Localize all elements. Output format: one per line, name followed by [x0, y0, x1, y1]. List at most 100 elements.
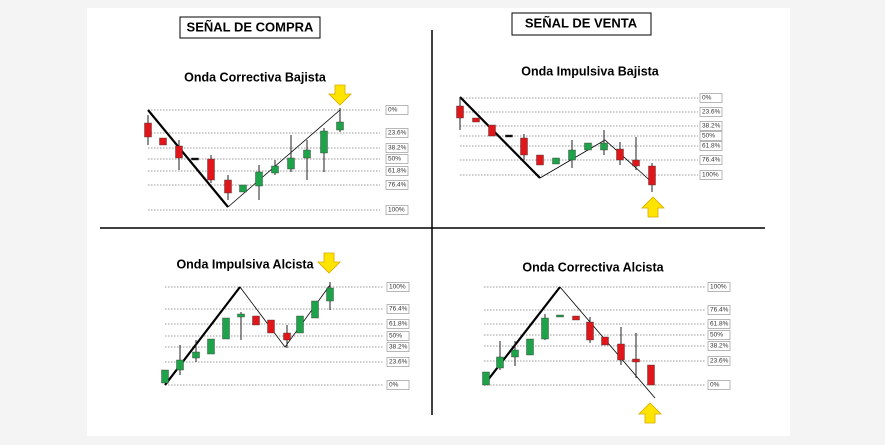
- fib-label-box: [385, 205, 409, 215]
- candle-body: [536, 154, 544, 166]
- fib-label-box: [385, 128, 409, 138]
- fib-label: 23.6%: [702, 109, 721, 116]
- candle-body: [511, 349, 519, 358]
- fib-label: 0%: [389, 382, 399, 389]
- candle-body: [159, 137, 167, 146]
- candle-body: [311, 300, 319, 319]
- candle-body: [161, 369, 169, 384]
- candle-body: [488, 124, 496, 137]
- candle-body: [617, 343, 625, 361]
- fib-label-box: [707, 282, 731, 292]
- candle-body: [456, 105, 464, 119]
- fib-label-box: [707, 319, 731, 329]
- candle-body: [572, 315, 580, 321]
- signal-arrow: [317, 252, 341, 274]
- signal-arrow: [328, 84, 352, 106]
- candle-body: [568, 149, 576, 161]
- fib-label-box: [699, 170, 723, 180]
- fib-label-box: [386, 331, 410, 341]
- candle-body: [287, 157, 295, 170]
- fib-label-box: [699, 93, 723, 103]
- fib-label: 61.8%: [389, 321, 408, 328]
- candle-body: [556, 314, 564, 318]
- fib-label: 100%: [702, 172, 719, 179]
- candle-body: [271, 165, 279, 174]
- fib-label-box: [699, 141, 723, 151]
- fib-label: 76.4%: [388, 182, 407, 189]
- fib-label-box: [386, 304, 410, 314]
- candle-body: [176, 359, 184, 371]
- candle-body: [207, 338, 215, 355]
- header-box: [179, 16, 321, 39]
- panel-title: Onda Impulsiva Alcista: [176, 257, 314, 271]
- fib-label-box: [699, 155, 723, 165]
- fib-label: 61.8%: [388, 168, 407, 175]
- candle-body: [541, 317, 549, 340]
- candle-body: [252, 315, 260, 326]
- candle-body: [584, 142, 592, 151]
- candle-body: [632, 358, 640, 363]
- wave-main: [147, 109, 229, 208]
- candle-body: [255, 171, 263, 187]
- fib-label: 50%: [702, 133, 715, 140]
- fib-label-box: [385, 166, 409, 176]
- candle-body: [632, 159, 640, 167]
- fib-label: 50%: [389, 333, 402, 340]
- fib-label: 38.2%: [702, 123, 721, 130]
- candle-body: [526, 338, 534, 356]
- candle-body: [600, 142, 608, 151]
- candle-body: [283, 332, 291, 341]
- candle-body: [326, 287, 334, 302]
- fib-label: 76.4%: [710, 307, 729, 314]
- candle-body: [552, 157, 560, 165]
- fib-label: 0%: [710, 382, 720, 389]
- candle-body: [296, 315, 304, 334]
- fib-label-box: [386, 319, 410, 329]
- fib-label-box: [707, 356, 731, 366]
- candle-body: [192, 351, 200, 359]
- candle-body: [616, 148, 624, 161]
- candle-body: [482, 371, 490, 386]
- fib-label: 38.2%: [710, 343, 729, 350]
- fib-label-box: [699, 121, 723, 131]
- fib-label: 100%: [710, 284, 727, 291]
- fib-label: 23.6%: [388, 130, 407, 137]
- candle-body: [601, 336, 609, 346]
- fib-label-box: [707, 330, 731, 340]
- header-box: [511, 12, 652, 36]
- fib-label: 76.4%: [702, 157, 721, 164]
- fib-label-box: [385, 180, 409, 190]
- canvas: [87, 8, 790, 436]
- fib-label-box: [707, 380, 731, 390]
- fib-label-box: [386, 342, 410, 352]
- fib-label-box: [386, 380, 410, 390]
- candle-body: [175, 145, 183, 159]
- candle-body: [586, 321, 594, 341]
- panel-title: Onda Correctiva Alcista: [522, 260, 664, 274]
- fib-label: 100%: [389, 284, 406, 291]
- candle-body: [472, 117, 480, 123]
- fib-label: 50%: [710, 332, 723, 339]
- candle-body: [222, 317, 230, 340]
- header-buy: SEÑAL DE COMPRA: [187, 19, 314, 34]
- fib-label: 38.2%: [388, 145, 407, 152]
- fib-label-box: [386, 282, 410, 292]
- fib-label: 76.4%: [389, 306, 408, 313]
- panel-title: Onda Impulsiva Bajista: [521, 64, 660, 78]
- candle-body: [320, 130, 328, 154]
- candle-body: [520, 137, 528, 156]
- signal-arrow: [638, 402, 662, 424]
- wave-main: [459, 96, 541, 179]
- fib-label-box: [386, 357, 410, 367]
- wave-trend: [539, 139, 656, 186]
- fib-label-box: [385, 143, 409, 153]
- fib-label-box: [707, 341, 731, 351]
- signal-arrow: [641, 196, 665, 218]
- fib-label-box: [385, 154, 409, 164]
- fib-label: 50%: [388, 156, 401, 163]
- fib-label-box: [385, 105, 409, 115]
- fib-label: 0%: [388, 107, 398, 114]
- fib-label-box: [699, 131, 723, 141]
